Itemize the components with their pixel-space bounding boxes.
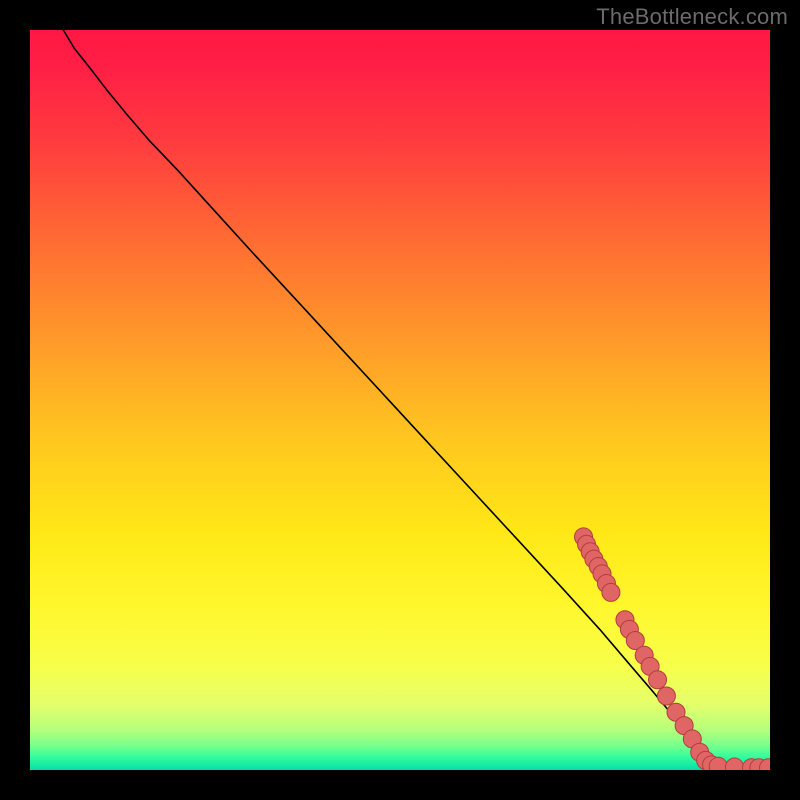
marker-point	[709, 757, 727, 770]
marker-point	[649, 671, 667, 689]
plot-svg	[30, 30, 770, 770]
marker-point	[657, 687, 675, 705]
gradient-background	[30, 30, 770, 770]
watermark-text: TheBottleneck.com	[596, 4, 788, 30]
marker-point	[602, 583, 620, 601]
chart-frame: TheBottleneck.com	[0, 0, 800, 800]
plot-area	[30, 30, 770, 770]
